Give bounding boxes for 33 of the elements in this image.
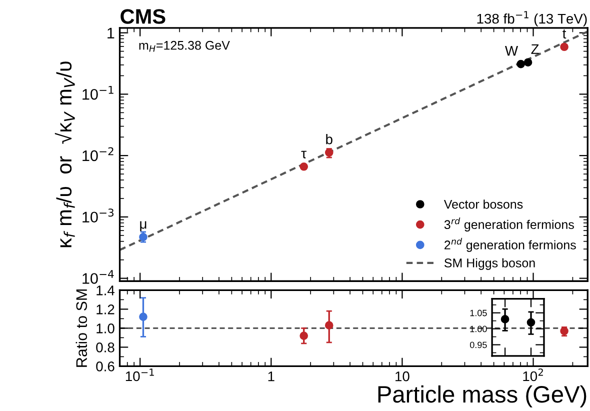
y-tick-label: 0.6 <box>96 362 114 372</box>
chart-title: CMS <box>120 9 166 24</box>
annotation: m$_{H}$=125.38 GeV <box>139 40 230 52</box>
y-tick-label: 1 <box>108 28 114 38</box>
y-tick-label: 10$^{−2}$ <box>82 147 114 162</box>
x-tick-label: 10$^{−1}$ <box>126 368 154 382</box>
y-tick-label: 1.4 <box>96 286 115 296</box>
annotation: W <box>505 46 518 56</box>
y-tick-label: 0.8 <box>96 342 114 352</box>
y-tick-label: 1.0 <box>96 324 114 334</box>
x-tick-label: 10 <box>396 371 410 382</box>
x-tick-label: 10$^{2}$ <box>523 368 543 382</box>
chart-subtitle: 138 fb$^{−1}$ (13 TeV) <box>477 11 587 26</box>
annotation: b <box>326 134 332 144</box>
legend-label: 2$^{nd}$ generation fermions <box>444 238 576 252</box>
legend-label: Vector bosons <box>444 200 523 209</box>
annotation: τ <box>301 150 306 158</box>
x-tick-label: 1 <box>268 372 274 382</box>
annotation: Z <box>531 44 539 54</box>
y-axis-title: Ratio to SM <box>76 290 88 367</box>
y-tick-label: 10$^{−4}$ <box>82 270 114 284</box>
y-tick-label: 10$^{−1}$ <box>82 86 114 100</box>
legend-label: SM Higgs boson <box>444 258 535 270</box>
legend-label: 3$^{rd}$ generation fermions <box>444 217 574 232</box>
x-axis-title: Particle mass (GeV) <box>378 385 586 408</box>
y-tick-label: 1.00 <box>470 326 487 332</box>
text: κ$_{f}$ m$_{f}$/υ or √κ$_{V}$ m$_{V}$/υ <box>54 62 75 248</box>
y-tick-label: 1.2 <box>96 304 114 314</box>
y-tick-label: 1.05 <box>470 310 487 316</box>
y-tick-label: 10$^{−3}$ <box>82 208 114 223</box>
y-tick-label: 0.95 <box>470 342 487 348</box>
annotation: t <box>562 29 566 39</box>
annotation: μ <box>140 221 146 232</box>
